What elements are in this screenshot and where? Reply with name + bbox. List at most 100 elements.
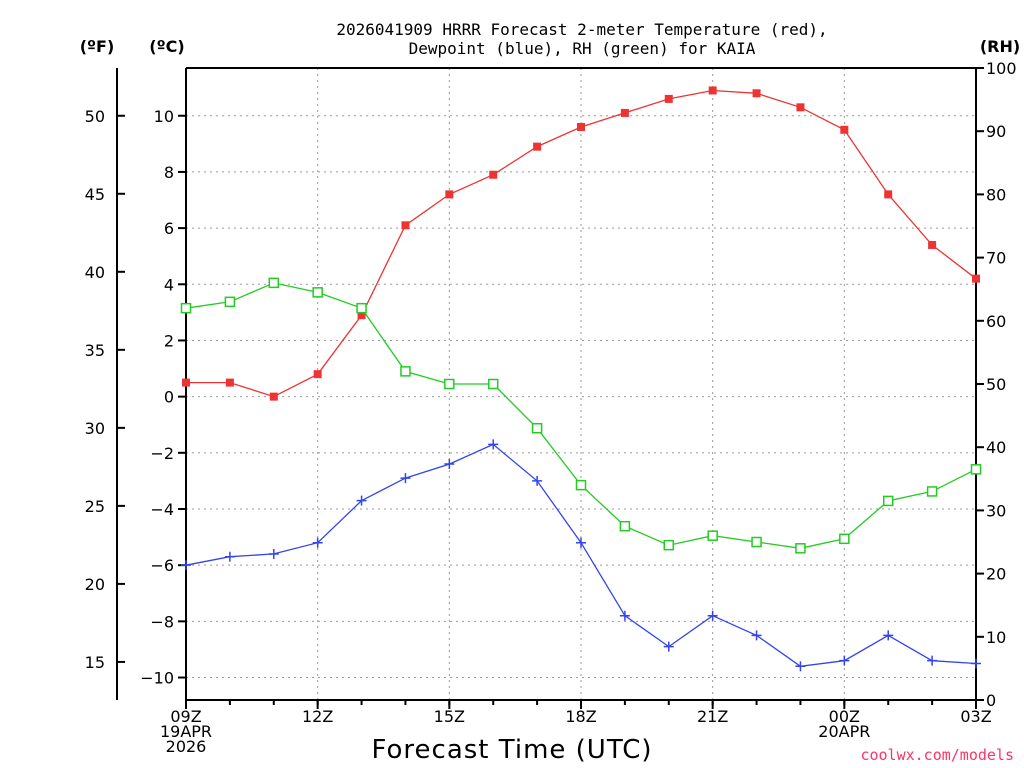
2-meter-temperature-point [445, 190, 454, 199]
dewpoint-point [795, 661, 806, 672]
x-tick-label: 00Z [829, 707, 860, 726]
rh-point [882, 495, 894, 507]
2-meter-temperature-point [708, 86, 717, 95]
series-layer [180, 86, 982, 672]
dewpoint-point [619, 610, 630, 621]
celsius-axis-unit: (ºC) [149, 37, 184, 56]
rh-point [751, 536, 762, 548]
2-meter-temperature-point [928, 240, 937, 249]
fahrenheit-tick-label: 20 [85, 575, 105, 594]
fahrenheit-tick-label: 30 [85, 419, 105, 438]
celsius-tick-label: 4 [164, 275, 174, 294]
2-meter-temperature-point [533, 142, 542, 151]
fahrenheit-tick-label: 50 [85, 107, 105, 126]
x-tick-label: 09Z [170, 707, 201, 726]
rh-tick-label: 100 [986, 59, 1017, 78]
rh-point [400, 366, 411, 377]
rh-tick-label: 0 [986, 691, 996, 710]
celsius-tick-label: 6 [164, 219, 174, 238]
celsius-tick-label: 8 [164, 163, 174, 182]
dewpoint-point [927, 655, 938, 666]
rh-tick-label: 10 [986, 628, 1006, 647]
2-meter-temperature-point [269, 392, 278, 401]
x-tick-label: 03Z [960, 707, 991, 726]
rh-tick-label: 60 [986, 312, 1006, 331]
2-meter-temperature-point [752, 89, 761, 98]
rh-point [531, 422, 543, 434]
2-meter-temperature-point [884, 190, 893, 199]
x-tick-label: 18Z [565, 707, 596, 726]
dewpoint-point [707, 610, 718, 621]
dewpoint-point [488, 439, 499, 450]
fahrenheit-tick-label: 45 [85, 185, 105, 204]
dewpoint-point [751, 630, 762, 641]
rh-point [356, 302, 367, 314]
rh-point [180, 302, 192, 314]
dewpoint-point [400, 473, 411, 484]
x-tick-label: 12Z [302, 707, 333, 726]
rh-axis-unit: (RH) [980, 37, 1020, 56]
rh-tick-label: 20 [986, 565, 1006, 584]
dewpoint-point [576, 537, 586, 548]
dewpoint-point [181, 560, 191, 571]
2-meter-temperature-point [357, 311, 366, 320]
2-meter-temperature-point [313, 370, 322, 379]
celsius-tick-label: 2 [164, 331, 174, 350]
fahrenheit-tick-label: 25 [85, 497, 105, 516]
grid-layer [186, 68, 976, 700]
credit-text: coolwx.com/models [860, 746, 1014, 764]
dewpoint-point [268, 548, 279, 559]
2-meter-temperature-point [840, 125, 849, 134]
2-meter-temperature-point [401, 221, 410, 230]
rh-tick-label: 40 [986, 438, 1006, 457]
rh-tick-label: 90 [986, 122, 1006, 141]
x-tick-label: 20APR [818, 722, 870, 741]
rh-point [795, 543, 806, 554]
rh-line [185, 282, 977, 549]
celsius-tick-label: −10 [140, 669, 174, 688]
celsius-tick-label: −6 [150, 556, 174, 575]
rh-point [487, 378, 499, 390]
celsius-tick-label: −8 [150, 612, 174, 631]
rh-point [224, 296, 236, 308]
rh-tick-label: 50 [986, 375, 1006, 394]
chart-title-line1: 2026041909 HRRR Forecast 2-meter Tempera… [336, 20, 827, 39]
dewpoint-point [839, 655, 850, 666]
rh-point [707, 530, 718, 541]
dewpoint-point [224, 551, 235, 562]
x-tick-label: 21Z [697, 707, 728, 726]
2-meter-temperature-point [664, 94, 673, 103]
chart-title-line2: Dewpoint (blue), RH (green) for KAIA [409, 39, 756, 58]
rh-tick-label: 30 [986, 501, 1006, 520]
2-meter-temperature-point [972, 274, 980, 283]
dewpoint-point [532, 475, 543, 486]
rh-point [926, 486, 938, 497]
rh-point [312, 287, 323, 298]
fahrenheit-tick-label: 35 [85, 341, 105, 360]
celsius-tick-label: −2 [150, 444, 174, 463]
rh-point [575, 479, 587, 491]
dewpoint-point [883, 630, 894, 641]
dewpoint-point [312, 537, 323, 548]
rh-point [663, 539, 675, 551]
2-meter-temperature-point [182, 378, 190, 387]
2-meter-temperature-point [489, 170, 498, 179]
2-meter-temperature-point [577, 122, 585, 131]
rh-point [970, 464, 982, 475]
x-tick-label: 19APR [160, 722, 212, 741]
rh-point [619, 520, 631, 532]
x-tick-label: 15Z [434, 707, 465, 726]
2-meter-temperature-point [225, 378, 234, 387]
dewpoint-point [971, 658, 981, 669]
dewpoint-point [444, 459, 455, 470]
rh-tick-label: 80 [986, 185, 1006, 204]
celsius-tick-label: −4 [150, 500, 174, 519]
celsius-tick-label: 0 [164, 388, 174, 407]
rh-point [444, 378, 455, 390]
dewpoint-point [663, 641, 674, 652]
axis-layer [116, 67, 984, 709]
2-meter-temperature-point [620, 108, 629, 117]
label-layer: −10 −8 −6 −4 −2 0 2 4 6 8 10 15 20 25 30 35 40 45 50 0 10 20 3… [85, 59, 1017, 756]
x-axis-label: Forecast Time (UTC) [371, 735, 652, 765]
